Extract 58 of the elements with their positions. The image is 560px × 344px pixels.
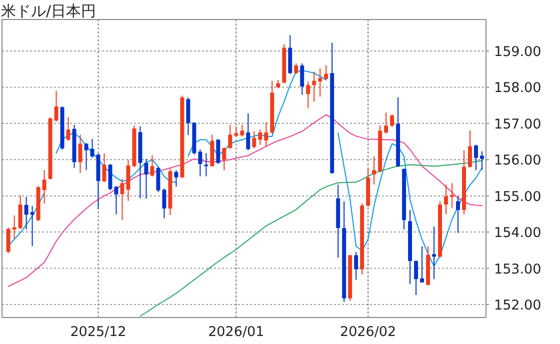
candlestick	[18, 194, 22, 230]
candlestick	[30, 205, 34, 247]
x-tick-label: 2026/02	[340, 324, 396, 340]
candlestick	[450, 182, 454, 208]
candlestick	[24, 196, 28, 230]
candlestick	[306, 80, 310, 109]
candlestick	[474, 144, 478, 171]
candlestick	[300, 62, 304, 96]
candlestick	[216, 138, 220, 164]
candlestick	[120, 178, 124, 221]
candlestick	[456, 196, 460, 234]
candlestick	[234, 126, 238, 137]
candlestick	[204, 152, 208, 177]
candlestick	[324, 64, 328, 80]
candlestick	[354, 251, 358, 280]
candlestick	[102, 152, 106, 183]
y-tick-label: 155.00	[494, 188, 542, 205]
candlestick	[228, 124, 232, 150]
candlestick	[384, 112, 388, 134]
candlestick	[240, 124, 244, 137]
candlestick	[258, 129, 262, 146]
candlestick	[162, 188, 166, 219]
y-tick-label: 156.00	[494, 152, 542, 169]
y-tick-label: 153.00	[494, 261, 542, 278]
candlestick	[420, 246, 424, 284]
candlestick	[144, 158, 148, 200]
candlestick	[156, 166, 160, 193]
y-tick-label: 152.00	[494, 297, 542, 314]
candlestick	[432, 226, 436, 280]
candlestick	[480, 150, 484, 170]
candlestick	[318, 68, 322, 98]
candlestick	[12, 214, 16, 240]
x-tick-label: 2025/12	[70, 324, 126, 340]
x-tick-label: 2026/01	[208, 324, 264, 340]
candlestick	[174, 170, 178, 188]
candlestick	[252, 130, 256, 149]
candlestick	[444, 184, 448, 215]
candlestick	[294, 62, 298, 74]
candlestick	[222, 146, 226, 171]
candlestick	[150, 154, 154, 178]
candlestick	[312, 71, 316, 102]
candlestick	[246, 112, 250, 151]
candlestick	[264, 122, 268, 148]
candlestick	[114, 186, 118, 215]
candlestick	[42, 170, 46, 204]
candlestick	[6, 227, 10, 254]
candlestick	[198, 148, 202, 177]
y-tick-label: 158.00	[494, 80, 542, 96]
y-tick-label: 159.00	[494, 44, 542, 60]
candlestick	[468, 130, 472, 168]
candlestick	[186, 96, 190, 136]
candlestick	[414, 260, 418, 296]
candlestick	[390, 114, 394, 128]
chart-title: 米ドル/日本円	[1, 2, 96, 20]
y-tick-label: 157.00	[494, 116, 542, 132]
line-series	[8, 114, 483, 287]
y-tick-label: 154.00	[494, 225, 542, 242]
candlestick	[372, 156, 376, 186]
